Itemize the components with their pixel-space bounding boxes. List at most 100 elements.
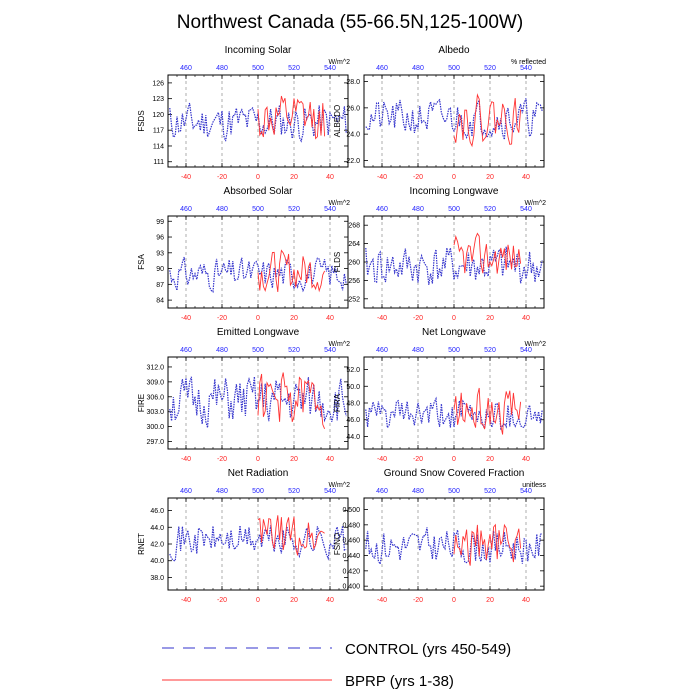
x-tick-label: 40 xyxy=(326,174,334,181)
bprp-series-line xyxy=(453,523,522,566)
bprp-series-line xyxy=(257,95,326,140)
legend: CONTROL (yrs 450-549) BPRP (yrs 1-38) xyxy=(162,641,511,690)
y-tick-label: 0.500 xyxy=(342,507,360,514)
panel-ylabel: FSNO xyxy=(333,533,342,555)
x-tick-label: -20 xyxy=(217,174,227,181)
top-tick-label: 500 xyxy=(252,347,264,354)
top-tick-label: 460 xyxy=(180,65,192,72)
x-tick-label: 40 xyxy=(326,315,334,322)
y-tick-label: 120 xyxy=(152,112,164,119)
panel-3: Absorbed Solar W/m^2 FSA -40 -20 0 20 40 460 480 5… xyxy=(137,186,350,322)
panel-frame xyxy=(363,74,545,168)
y-tick-label: 38.0 xyxy=(150,575,164,582)
y-tick-label: 300.0 xyxy=(146,424,164,431)
x-tick-label: -20 xyxy=(413,456,423,463)
top-tick-label: 460 xyxy=(376,206,388,213)
panel-title: Albedo xyxy=(438,45,470,56)
y-tick-label: 96 xyxy=(156,235,164,242)
y-tick-label: 26.0 xyxy=(346,105,360,112)
panel-6: Net Longwave W/m^2 FIRA -40 -20 0 20 40 460 480 50… xyxy=(333,327,546,463)
y-tick-label: 0.440 xyxy=(342,553,360,560)
x-tick-label: 0 xyxy=(452,315,456,322)
panel-units: W/m^2 xyxy=(328,341,350,348)
y-tick-label: 93 xyxy=(156,250,164,257)
top-tick-label: 540 xyxy=(324,65,336,72)
y-tick-label: 48.0 xyxy=(346,401,360,408)
legend-bprp-label: BPRP (yrs 1-38) xyxy=(345,673,454,690)
top-tick-label: 520 xyxy=(288,488,300,495)
x-tick-label: -20 xyxy=(217,315,227,322)
control-series-line xyxy=(365,98,543,140)
y-tick-label: 22.0 xyxy=(346,158,360,165)
x-tick-label: 0 xyxy=(452,597,456,604)
panel-ylabel: FLDS xyxy=(333,252,342,272)
legend-control-label: CONTROL (yrs 450-549) xyxy=(345,641,511,658)
panels: Incoming Solar W/m^2 FSDS -40 -20 0 20 40 460 480… xyxy=(137,45,547,604)
panel-units: W/m^2 xyxy=(524,341,546,348)
top-tick-label: 500 xyxy=(448,206,460,213)
top-tick-label: 520 xyxy=(484,347,496,354)
top-tick-label: 480 xyxy=(412,65,424,72)
x-tick-label: -20 xyxy=(217,597,227,604)
panel-title: Absorbed Solar xyxy=(224,186,294,197)
panel-units: W/m^2 xyxy=(328,59,350,66)
y-tick-label: 24.0 xyxy=(346,132,360,139)
top-tick-label: 480 xyxy=(216,347,228,354)
bprp-series-line xyxy=(257,372,326,429)
top-tick-label: 540 xyxy=(324,206,336,213)
y-tick-label: 117 xyxy=(153,128,164,135)
x-tick-label: 20 xyxy=(290,315,298,322)
top-tick-label: 540 xyxy=(520,347,532,354)
y-tick-label: 123 xyxy=(152,96,164,103)
control-series-line xyxy=(169,256,347,293)
top-tick-label: 480 xyxy=(412,488,424,495)
x-tick-label: 0 xyxy=(256,456,260,463)
y-tick-label: 0.480 xyxy=(342,522,360,529)
top-tick-label: 520 xyxy=(288,65,300,72)
panel-ylabel: FIRE xyxy=(137,394,146,412)
x-tick-label: -40 xyxy=(181,597,191,604)
bprp-series-line xyxy=(453,387,522,435)
top-tick-label: 520 xyxy=(484,206,496,213)
panel-units: % reflected xyxy=(511,59,546,66)
top-tick-label: 540 xyxy=(520,488,532,495)
y-tick-label: 256 xyxy=(348,278,360,285)
x-tick-label: 20 xyxy=(486,315,494,322)
x-tick-label: -40 xyxy=(181,315,191,322)
panel-frame xyxy=(167,215,349,309)
top-tick-label: 500 xyxy=(252,488,264,495)
top-tick-label: 520 xyxy=(484,65,496,72)
top-tick-label: 480 xyxy=(412,347,424,354)
panel-units: W/m^2 xyxy=(524,200,546,207)
y-tick-label: 99 xyxy=(156,219,164,226)
top-tick-label: 480 xyxy=(216,488,228,495)
x-tick-label: -40 xyxy=(377,174,387,181)
x-tick-label: 0 xyxy=(256,597,260,604)
panel-frame xyxy=(363,356,545,450)
panel-8: Ground Snow Covered Fraction unitless FSNO… xyxy=(333,468,547,604)
y-tick-label: 40.0 xyxy=(150,558,164,565)
y-tick-label: 46.0 xyxy=(346,417,360,424)
x-tick-label: 20 xyxy=(486,174,494,181)
y-tick-label: 52.0 xyxy=(346,367,360,374)
top-tick-label: 540 xyxy=(324,347,336,354)
top-tick-label: 460 xyxy=(376,347,388,354)
x-tick-label: -40 xyxy=(181,174,191,181)
x-tick-label: 20 xyxy=(290,597,298,604)
figure-title: Northwest Canada (55-66.5N,125-100W) xyxy=(177,12,523,33)
x-tick-label: -40 xyxy=(377,597,387,604)
panel-frame xyxy=(363,215,545,309)
bprp-series-line xyxy=(453,93,522,148)
x-tick-label: 20 xyxy=(486,597,494,604)
top-tick-label: 480 xyxy=(216,206,228,213)
y-tick-label: 297.0 xyxy=(146,439,164,446)
control-series-line xyxy=(169,524,347,562)
panel-2: Albedo % reflected ALBEDO -40 -20 0 20 40 460 480… xyxy=(333,45,546,181)
y-tick-label: 44.0 xyxy=(150,525,164,532)
x-tick-label: 0 xyxy=(256,174,260,181)
panel-title: Net Longwave xyxy=(422,327,486,338)
panel-4: Incoming Longwave W/m^2 FLDS -40 -20 0 20 40 460… xyxy=(333,186,546,322)
panel-units: W/m^2 xyxy=(328,200,350,207)
y-tick-label: 111 xyxy=(153,159,164,166)
top-tick-label: 520 xyxy=(484,488,496,495)
